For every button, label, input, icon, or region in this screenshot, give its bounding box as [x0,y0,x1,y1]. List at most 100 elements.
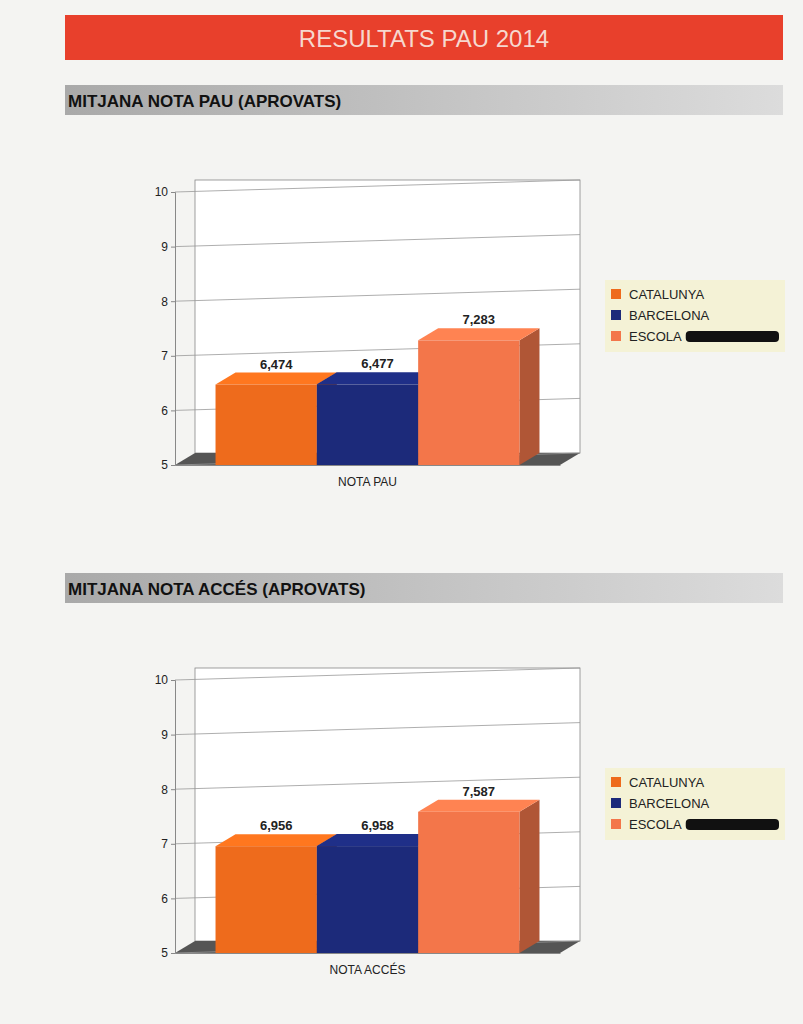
legend-label: BARCELONA [629,308,710,323]
y-tick-mark [171,192,175,193]
bar [317,846,418,953]
data-label: 6,956 [260,818,293,833]
grid-line [175,723,580,735]
chart: MITJANA NOTA ACCÉS (APROVATS) 5 6 7 8 9 10 NOTA… [65,573,785,977]
y-tick: 5 [161,458,175,472]
y-tick: 6 [161,404,175,418]
y-tick-label: 8 [161,783,168,797]
grid-line [175,289,580,301]
y-tick: 10 [155,673,175,687]
title-bar [65,573,783,603]
x-axis: NOTA PAU [176,465,561,489]
page: RESULTATS PAU 2014 MITJANA NOTA PAU (APRO… [0,0,803,1024]
legend: CATALUNYA BARCELONA ESCOLA [605,280,785,352]
grid-line [175,777,580,789]
y-tick-mark [171,953,175,954]
legend-box [605,768,785,840]
y-tick-mark [171,301,175,302]
y-tick-label: 9 [161,240,168,254]
bar-side [519,328,539,465]
y-tick-label: 10 [155,185,169,199]
y-tick-label: 5 [161,946,168,960]
chart-title: MITJANA NOTA PAU (APROVATS) [68,92,341,111]
y-tick-mark [171,789,175,790]
y-tick: 7 [161,349,175,363]
header-banner [65,15,783,60]
y-axis-line [171,193,176,466]
x-tick: NOTA PAU [338,465,397,489]
y-tick: 7 [161,837,175,851]
chart: MITJANA NOTA PAU (APROVATS) 5 6 7 8 9 10 NOTA P… [65,85,785,489]
legend-swatch [611,798,621,808]
y-tick-label: 6 [161,404,168,418]
x-axis-line [176,465,561,466]
bars [216,800,540,953]
y-axis: 5 6 7 8 9 10 [155,673,176,960]
y-tick: 8 [161,295,175,309]
y-tick-label: 9 [161,728,168,742]
y-tick-label: 7 [161,837,168,851]
data-label: 6,474 [260,357,293,372]
bar-top [216,834,337,846]
bar [418,340,519,465]
x-axis: NOTA ACCÉS [176,953,561,977]
y-tick: 9 [161,728,175,742]
y-tick: 6 [161,892,175,906]
y-tick: 8 [161,783,175,797]
legend: CATALUNYABARCELONAESCOLA [605,768,785,840]
y-tick-mark [171,356,175,357]
header-title: RESULTATS PAU 2014 [299,25,549,52]
redaction [686,819,779,830]
legend-box [605,280,785,352]
bar-group [418,800,539,953]
y-tick-mark [171,410,175,411]
legend-swatch [611,819,621,829]
bar [418,812,519,953]
legend-swatch [611,289,621,299]
legend-label: BARCELONA [629,796,710,811]
y-tick-label: 10 [155,673,169,687]
legend-swatch [611,777,621,787]
legend-label: ESCOLA [629,329,682,344]
bar-top [216,373,337,385]
y-tick: 10 [155,185,175,199]
legend-swatch [611,310,621,320]
chart-title: MITJANA NOTA ACCÉS (APROVATS) [68,580,366,599]
legend-swatch [611,331,621,341]
y-tick-mark [171,898,175,899]
bar [216,846,317,953]
x-tick: NOTA ACCÉS [330,953,406,977]
data-label: 6,477 [361,356,394,371]
bar [216,385,317,465]
x-tick-label: NOTA PAU [338,475,397,489]
bar [317,384,418,465]
y-axis: 5 6 7 8 9 10 [155,185,176,472]
y-tick-mark [171,735,175,736]
bar-top [418,328,539,340]
y-tick-mark [171,465,175,466]
y-tick-label: 6 [161,892,168,906]
data-label: 6,958 [361,818,394,833]
y-tick: 5 [161,946,175,960]
y-tick-mark [171,247,175,248]
x-axis-line [176,953,561,954]
grid-line [175,668,580,680]
data-label: 7,587 [463,784,496,799]
y-axis-line [171,681,176,954]
bar-top [418,800,539,812]
grid-line [175,235,580,247]
bar-side [519,800,539,953]
y-tick-label: 8 [161,295,168,309]
y-tick-label: 7 [161,349,168,363]
legend-label: CATALUNYA [629,287,704,302]
grid-line [175,180,580,192]
y-tick-label: 5 [161,458,168,472]
data-label: 7,283 [463,312,496,327]
y-tick: 9 [161,240,175,254]
bars [216,328,540,465]
title-bar [65,85,783,115]
redaction [686,331,779,342]
y-tick-mark [171,844,175,845]
legend-label: ESCOLA [629,817,682,832]
y-tick-mark [171,680,175,681]
